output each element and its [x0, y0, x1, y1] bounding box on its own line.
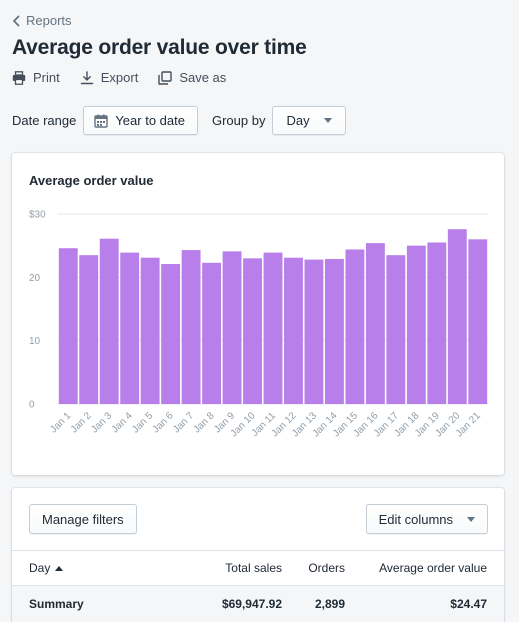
x-tick-label: Jan 6: [151, 410, 176, 435]
y-tick-label: $30: [29, 210, 46, 221]
date-range-button[interactable]: Year to date: [83, 106, 198, 135]
chart-title: Average order value: [29, 173, 154, 188]
export-icon: [80, 70, 93, 84]
chevron-down-icon: [323, 118, 332, 123]
summary-orders: 2,899: [314, 597, 345, 611]
calendar-icon: [94, 114, 109, 128]
x-tick-label: Jan 7: [171, 410, 196, 435]
y-tick-label: 20: [29, 273, 41, 284]
x-tick-label: Jan 5: [130, 410, 155, 435]
y-tick-label: 10: [29, 336, 41, 347]
page-actions: Print Export Save as: [12, 70, 226, 85]
bar[interactable]: [365, 243, 385, 404]
export-label: Export: [100, 70, 139, 85]
bar[interactable]: [406, 245, 426, 404]
report-filters: Date range Year to date Group by Day: [12, 106, 346, 135]
save-as-icon: [158, 70, 173, 85]
summary-aov: $24.47: [450, 597, 487, 611]
y-tick-label: 0: [29, 400, 35, 411]
column-header-day-label: Day: [29, 561, 51, 575]
bar[interactable]: [99, 238, 119, 404]
manage-filters-label: Manage filters: [42, 511, 124, 527]
column-header-day[interactable]: Day: [29, 551, 64, 585]
x-tick-label: Jan 8: [192, 410, 217, 435]
edit-columns-button[interactable]: Edit columns: [365, 504, 488, 534]
group-by-value: Day: [286, 113, 310, 128]
x-tick-label: Jan 3: [89, 410, 114, 435]
save-as-button[interactable]: Save as: [158, 70, 226, 85]
page-title: Average order value over time: [12, 36, 307, 59]
sort-ascending-icon: [55, 565, 64, 571]
summary-label: Summary: [29, 597, 84, 611]
bar[interactable]: [263, 252, 283, 404]
bar[interactable]: [202, 262, 222, 404]
bar[interactable]: [427, 242, 447, 405]
group-by-select[interactable]: Day: [272, 106, 346, 135]
export-button[interactable]: Export: [80, 70, 139, 85]
x-tick-label: Jan 2: [69, 410, 94, 435]
bar[interactable]: [181, 250, 201, 404]
bar[interactable]: [79, 255, 99, 404]
date-range-value: Year to date: [115, 113, 185, 128]
bar[interactable]: [140, 257, 160, 404]
date-range-label: Date range: [12, 113, 77, 128]
print-icon: [12, 70, 26, 85]
bar[interactable]: [161, 264, 181, 404]
report-table-card: Manage filters Edit columns Day Total sa…: [12, 488, 504, 622]
manage-filters-button[interactable]: Manage filters: [29, 504, 137, 534]
x-tick-label: Jan 4: [110, 410, 135, 435]
bar[interactable]: [468, 239, 488, 404]
bar[interactable]: [120, 252, 140, 404]
bar[interactable]: [222, 251, 242, 404]
edit-columns-label: Edit columns: [378, 511, 453, 527]
bar[interactable]: [386, 255, 406, 404]
table-header: Day Total sales Orders Average order val…: [12, 550, 504, 586]
x-tick-label: Jan 1: [48, 410, 73, 435]
breadcrumb[interactable]: Reports: [12, 13, 72, 28]
summary-row: Summary $69,947.92 2,899 $24.47: [12, 586, 504, 622]
summary-total-sales: $69,947.92: [221, 597, 282, 611]
bar[interactable]: [304, 259, 324, 404]
breadcrumb-label[interactable]: Reports: [26, 13, 72, 28]
group-by-label: Group by: [211, 113, 266, 128]
chevron-left-icon: [13, 15, 20, 26]
print-button[interactable]: Print: [12, 70, 60, 85]
column-header-orders[interactable]: Orders: [308, 561, 345, 575]
bar[interactable]: [324, 258, 344, 404]
save-as-label: Save as: [179, 70, 227, 85]
column-header-aov[interactable]: Average order value: [379, 561, 487, 575]
bar[interactable]: [243, 258, 262, 404]
bar[interactable]: [447, 229, 467, 404]
chart-card: Average order value $30 20 10 0 Jan 1 Jan 2 Ja…: [12, 153, 504, 475]
chevron-down-icon: [467, 516, 475, 522]
bar[interactable]: [58, 248, 78, 404]
bar[interactable]: [345, 249, 365, 404]
bar[interactable]: [284, 257, 303, 404]
print-label: Print: [33, 70, 60, 85]
column-header-total-sales[interactable]: Total sales: [225, 561, 282, 575]
